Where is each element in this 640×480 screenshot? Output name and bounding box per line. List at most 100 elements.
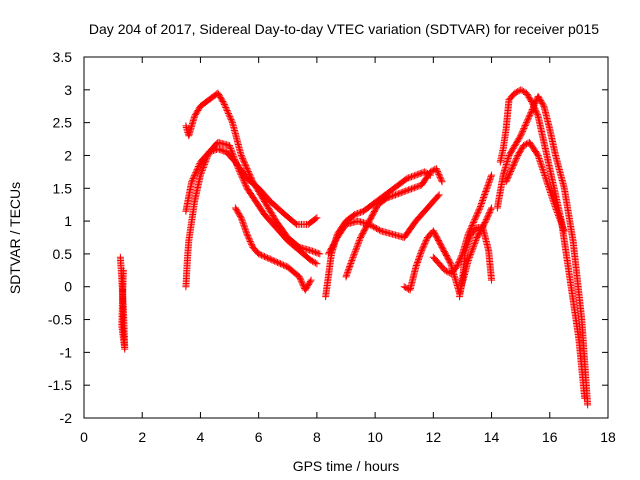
- y-tick-label: -0.5: [48, 312, 72, 328]
- data-point: [258, 251, 266, 259]
- data-point: [347, 258, 355, 266]
- data-point: [272, 258, 280, 266]
- data-point: [486, 176, 494, 184]
- data-point: [246, 238, 254, 246]
- data-point: [461, 247, 469, 255]
- y-tick-label: -1: [60, 344, 73, 360]
- data-point: [554, 210, 562, 218]
- data-point: [539, 165, 547, 173]
- data-point: [193, 166, 201, 174]
- data-point: [313, 214, 321, 222]
- data-point: [551, 202, 559, 210]
- data-point: [453, 263, 461, 271]
- data-point: [454, 260, 462, 268]
- data-point: [349, 253, 357, 261]
- data-point: [466, 252, 474, 260]
- data-point: [196, 171, 204, 179]
- data-point: [530, 101, 538, 109]
- data-point: [192, 169, 200, 177]
- data-point: [354, 209, 362, 217]
- data-point: [468, 247, 476, 255]
- data-point: [474, 208, 482, 216]
- data-point: [559, 222, 567, 230]
- data-point: [556, 216, 564, 224]
- series-track-g: [342, 165, 446, 281]
- data-point: [538, 164, 546, 172]
- data-point: [417, 250, 425, 258]
- data-point: [470, 243, 478, 251]
- data-point: [241, 226, 249, 234]
- data-point: [484, 211, 492, 219]
- data-point: [191, 170, 199, 178]
- data-point: [355, 209, 363, 217]
- data-point: [310, 248, 318, 256]
- data-point: [219, 98, 227, 106]
- data-point: [307, 256, 315, 264]
- data-point: [394, 190, 402, 198]
- data-point: [226, 142, 234, 150]
- data-point: [521, 123, 529, 131]
- data-point: [266, 255, 274, 263]
- data-point: [415, 254, 423, 262]
- data-point: [375, 226, 383, 234]
- data-point: [346, 261, 354, 269]
- data-point: [223, 107, 231, 115]
- data-point: [507, 166, 515, 174]
- data-point: [463, 241, 471, 249]
- data-point: [259, 252, 267, 260]
- data-point: [416, 251, 424, 259]
- data-point: [503, 176, 511, 184]
- data-point: [195, 161, 203, 169]
- data-point: [350, 250, 358, 258]
- series-track-l: [493, 92, 592, 409]
- data-point: [480, 192, 488, 200]
- data-point: [279, 261, 287, 269]
- data-point: [545, 184, 553, 192]
- data-point: [421, 239, 429, 247]
- data-point: [403, 174, 411, 182]
- data-point: [344, 267, 352, 275]
- data-point: [464, 256, 472, 264]
- data-point: [517, 132, 525, 140]
- data-point: [222, 103, 230, 111]
- data-point: [418, 247, 426, 255]
- data-point: [190, 172, 198, 180]
- data-point: [470, 241, 478, 249]
- data-point: [202, 157, 210, 165]
- data-point: [466, 233, 474, 241]
- data-point: [343, 271, 351, 279]
- data-point: [503, 175, 511, 183]
- x-tick-label: 16: [542, 429, 558, 445]
- data-point: [198, 167, 206, 175]
- data-point: [371, 224, 379, 232]
- data-point: [509, 162, 517, 170]
- data-point: [420, 241, 428, 249]
- data-point: [437, 176, 445, 184]
- data-point: [478, 198, 486, 206]
- data-point: [476, 202, 484, 210]
- y-tick-label: 3.5: [53, 49, 73, 65]
- y-tick-label: 2: [64, 147, 72, 163]
- data-point: [486, 208, 494, 216]
- data-point: [220, 147, 228, 155]
- data-point: [408, 185, 415, 193]
- data-point: [437, 175, 445, 183]
- x-axis-label: GPS time / hours: [293, 458, 400, 474]
- data-point: [471, 238, 479, 246]
- data-point: [353, 243, 361, 251]
- data-point: [413, 260, 421, 268]
- data-point: [220, 99, 228, 107]
- data-point: [524, 116, 532, 124]
- data-point: [513, 153, 521, 161]
- data-point: [256, 251, 264, 259]
- data-point: [400, 283, 408, 291]
- data-point: [397, 189, 405, 197]
- data-point: [477, 201, 485, 209]
- data-point: [298, 279, 306, 287]
- data-point: [560, 227, 568, 235]
- data-point: [410, 172, 418, 180]
- data-point: [415, 170, 423, 178]
- data-point: [471, 240, 479, 248]
- data-point: [203, 154, 211, 162]
- data-point: [269, 256, 277, 264]
